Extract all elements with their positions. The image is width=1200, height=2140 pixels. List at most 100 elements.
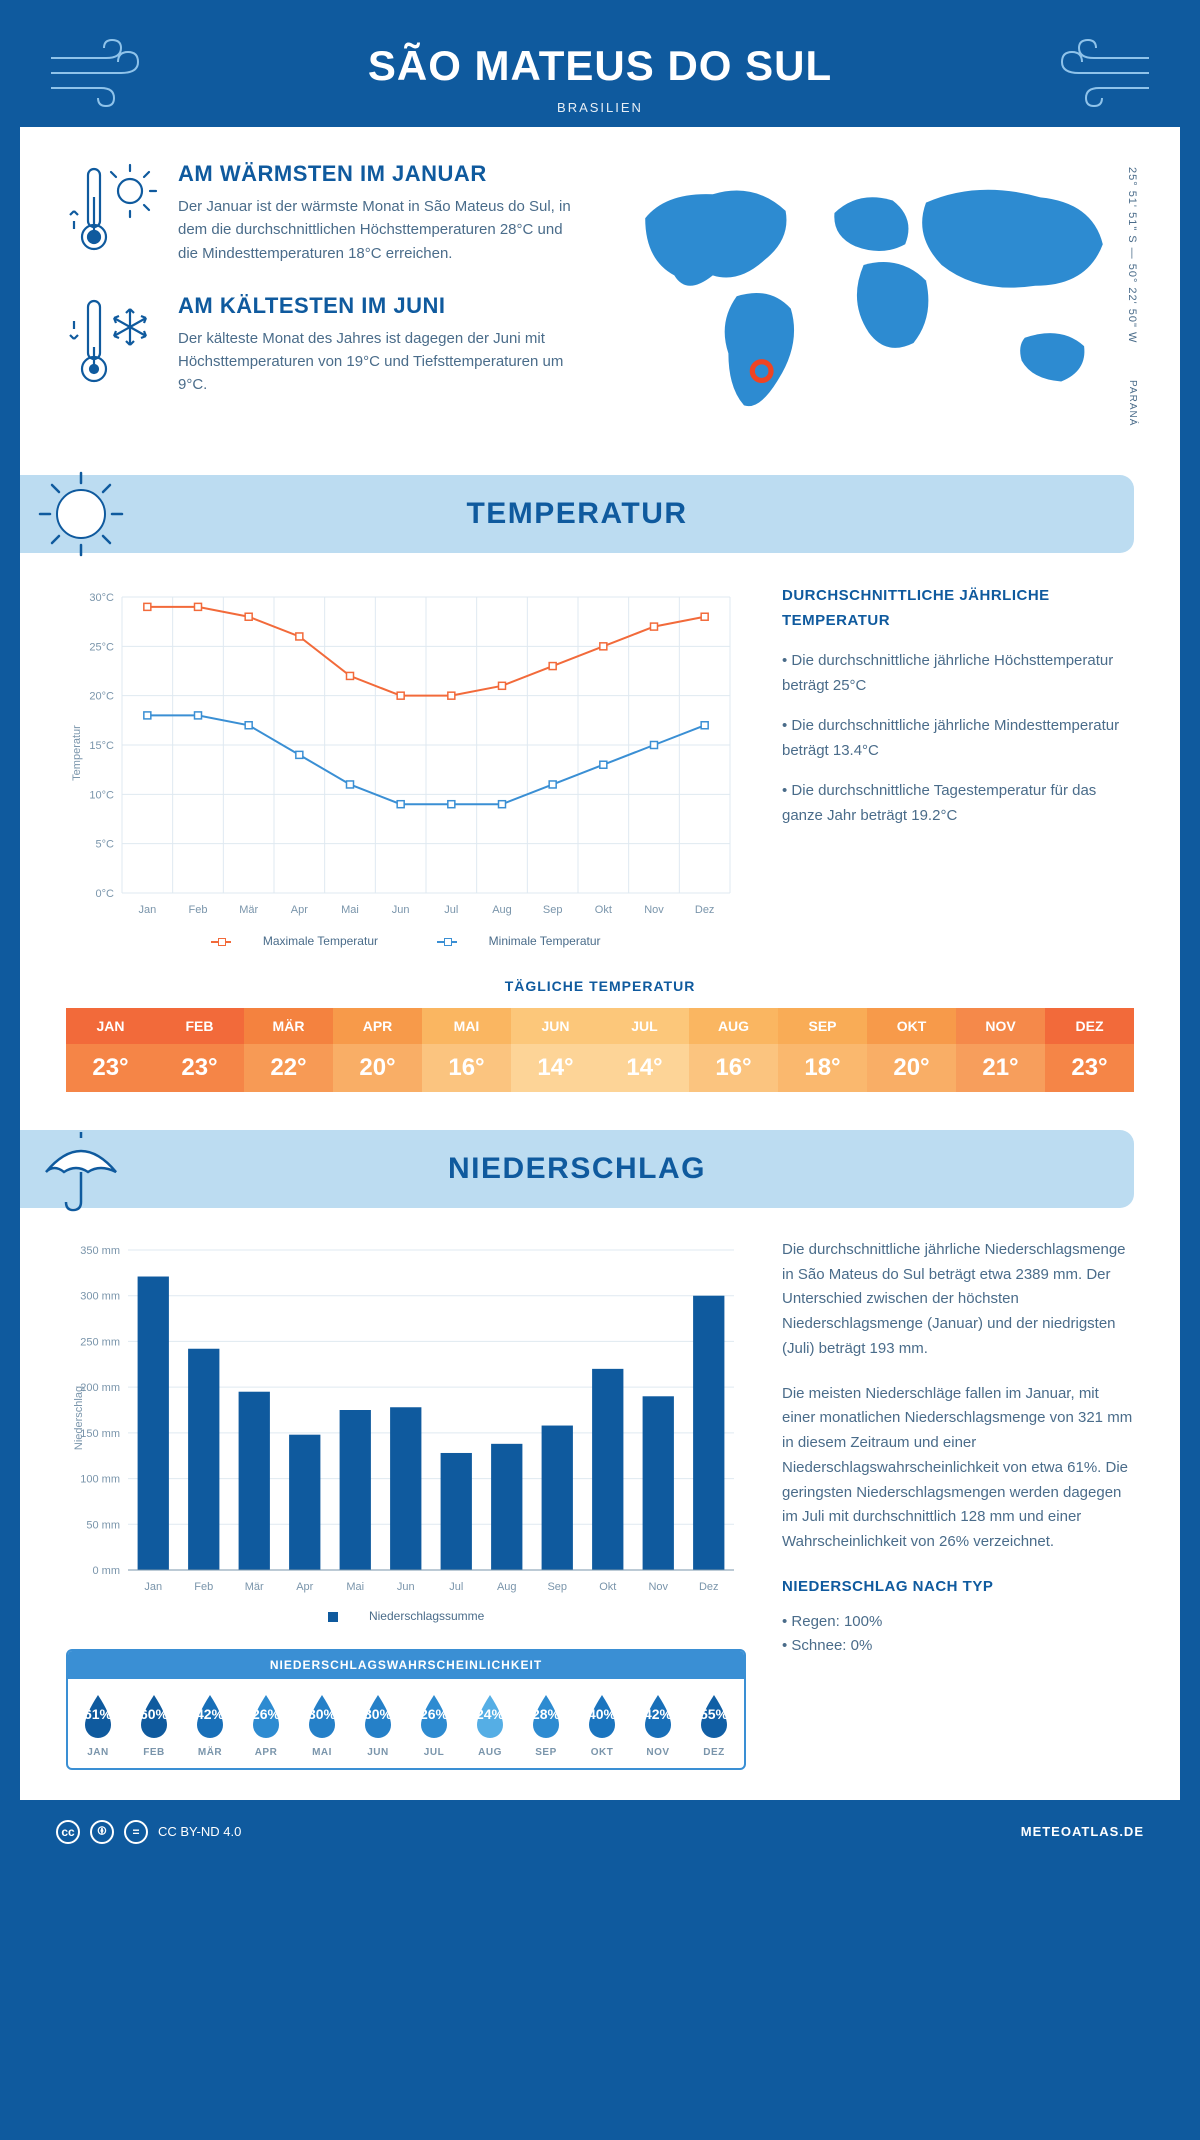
daily-month: MÄR — [244, 1008, 333, 1044]
prob-cell: 42%NOV — [630, 1691, 686, 1758]
prob-cell: 28%SEP — [518, 1691, 574, 1758]
fact-warm-text: Der Januar ist der wärmste Monat in São … — [178, 195, 586, 265]
svg-text:150 mm: 150 mm — [80, 1428, 120, 1440]
temp-bullet: • Die durchschnittliche jährliche Mindes… — [782, 713, 1134, 764]
daily-month: JAN — [66, 1008, 155, 1044]
legend-min: Minimale Temperatur — [489, 934, 601, 948]
region: PARANÁ — [1127, 380, 1138, 426]
daily-value: 21° — [956, 1044, 1045, 1092]
daily-month: APR — [333, 1008, 422, 1044]
svg-text:Apr: Apr — [296, 1581, 313, 1593]
svg-text:5°C: 5°C — [96, 838, 115, 850]
temperature-line-chart: 0°C5°C10°C15°C20°C25°C30°CJanFebMärAprMa… — [66, 583, 746, 948]
nd-icon: = — [124, 1820, 148, 1844]
svg-text:100 mm: 100 mm — [80, 1473, 120, 1485]
world-map: 25° 51' 51" S — 50° 22' 50" W PARANÁ — [614, 161, 1134, 447]
daily-value: 22° — [244, 1044, 333, 1092]
svg-text:Feb: Feb — [189, 904, 208, 916]
daily-value: 23° — [66, 1044, 155, 1092]
license-text: CC BY-ND 4.0 — [158, 1824, 241, 1839]
daily-month: NOV — [956, 1008, 1045, 1044]
daily-temp-title: TÄGLICHE TEMPERATUR — [66, 978, 1134, 994]
svg-text:20°C: 20°C — [89, 690, 114, 702]
svg-text:Jul: Jul — [449, 1581, 463, 1593]
svg-text:15°C: 15°C — [89, 740, 114, 752]
svg-text:25°C: 25°C — [89, 641, 114, 653]
prob-cell: 60%FEB — [126, 1691, 182, 1758]
svg-text:Dez: Dez — [695, 904, 715, 916]
svg-text:Apr: Apr — [291, 904, 308, 916]
svg-text:Mai: Mai — [346, 1581, 364, 1593]
svg-text:Dez: Dez — [699, 1581, 719, 1593]
svg-text:Nov: Nov — [644, 904, 664, 916]
prob-cell: 24%AUG — [462, 1691, 518, 1758]
fact-cold-title: AM KÄLTESTEN IM JUNI — [178, 293, 586, 319]
daily-month: DEZ — [1045, 1008, 1134, 1044]
temp-side-title: DURCHSCHNITTLICHE JÄHRLICHE TEMPERATUR — [782, 583, 1134, 634]
daily-value: 16° — [689, 1044, 778, 1092]
sun-icon — [36, 469, 126, 559]
prob-cell: 30%MAI — [294, 1691, 350, 1758]
svg-text:Aug: Aug — [492, 904, 512, 916]
legend-max: Maximale Temperatur — [263, 934, 378, 948]
legend-precip: Niederschlagssumme — [369, 1609, 484, 1623]
daily-value: 16° — [422, 1044, 511, 1092]
svg-text:30°C: 30°C — [89, 592, 114, 604]
svg-text:Jul: Jul — [444, 904, 458, 916]
wind-icon — [46, 38, 156, 108]
coordinates: 25° 51' 51" S — 50° 22' 50" W — [1126, 167, 1138, 343]
svg-text:300 mm: 300 mm — [80, 1291, 120, 1303]
svg-text:Mär: Mär — [245, 1581, 264, 1593]
daily-month: JUN — [511, 1008, 600, 1044]
svg-text:200 mm: 200 mm — [80, 1382, 120, 1394]
svg-text:Okt: Okt — [595, 904, 612, 916]
footer: cc 🅯 = CC BY-ND 4.0 METEOATLAS.DE — [20, 1800, 1180, 1864]
prob-title: NIEDERSCHLAGSWAHRSCHEINLICHKEIT — [68, 1651, 744, 1679]
svg-text:Jun: Jun — [392, 904, 410, 916]
svg-text:Okt: Okt — [599, 1581, 616, 1593]
svg-text:Sep: Sep — [543, 904, 563, 916]
wind-icon — [1044, 38, 1154, 108]
daily-month: AUG — [689, 1008, 778, 1044]
svg-text:10°C: 10°C — [89, 789, 114, 801]
country-label: BRASILIEN — [20, 100, 1180, 115]
by-icon: 🅯 — [90, 1820, 114, 1844]
prob-cell: 30%JUN — [350, 1691, 406, 1758]
prob-cell: 26%APR — [238, 1691, 294, 1758]
cc-icon: cc — [56, 1820, 80, 1844]
svg-text:Nov: Nov — [648, 1581, 668, 1593]
precip-para-1: Die durchschnittliche jährliche Niedersc… — [782, 1238, 1134, 1362]
precip-type-line: • Regen: 100% — [782, 1610, 1134, 1635]
prob-cell: 55%DEZ — [686, 1691, 742, 1758]
daily-value: 14° — [600, 1044, 689, 1092]
svg-text:Temperatur: Temperatur — [71, 725, 83, 781]
daily-month: FEB — [155, 1008, 244, 1044]
svg-text:0 mm: 0 mm — [93, 1565, 121, 1577]
daily-value: 14° — [511, 1044, 600, 1092]
daily-month: SEP — [778, 1008, 867, 1044]
fact-warm-title: AM WÄRMSTEN IM JANUAR — [178, 161, 586, 187]
daily-value: 23° — [155, 1044, 244, 1092]
svg-text:Mär: Mär — [239, 904, 258, 916]
daily-month: MAI — [422, 1008, 511, 1044]
prob-cell: 40%OKT — [574, 1691, 630, 1758]
section-title-precip: NIEDERSCHLAG — [448, 1152, 706, 1185]
svg-text:350 mm: 350 mm — [80, 1245, 120, 1257]
svg-text:Jun: Jun — [397, 1581, 415, 1593]
section-title-temp: TEMPERATUR — [466, 497, 687, 530]
thermometer-snow-icon — [66, 293, 162, 389]
precip-bar-chart: 0 mm50 mm100 mm150 mm200 mm250 mm300 mm3… — [66, 1238, 746, 1598]
section-header-precip: NIEDERSCHLAG — [20, 1130, 1134, 1208]
svg-text:0°C: 0°C — [96, 888, 115, 900]
svg-text:250 mm: 250 mm — [80, 1336, 120, 1348]
prob-cell: 26%JUL — [406, 1691, 462, 1758]
svg-text:Niederschlag: Niederschlag — [73, 1386, 85, 1450]
temp-bullet: • Die durchschnittliche Tagestemperatur … — [782, 778, 1134, 829]
daily-value: 23° — [1045, 1044, 1134, 1092]
prob-cell: 61%JAN — [70, 1691, 126, 1758]
daily-temp-table: JANFEBMÄRAPRMAIJUNJULAUGSEPOKTNOVDEZ 23°… — [66, 1008, 1134, 1092]
section-header-temp: TEMPERATUR — [20, 475, 1134, 553]
svg-text:Jan: Jan — [144, 1581, 162, 1593]
site-name: METEOATLAS.DE — [1021, 1824, 1144, 1839]
svg-text:Feb: Feb — [194, 1581, 213, 1593]
